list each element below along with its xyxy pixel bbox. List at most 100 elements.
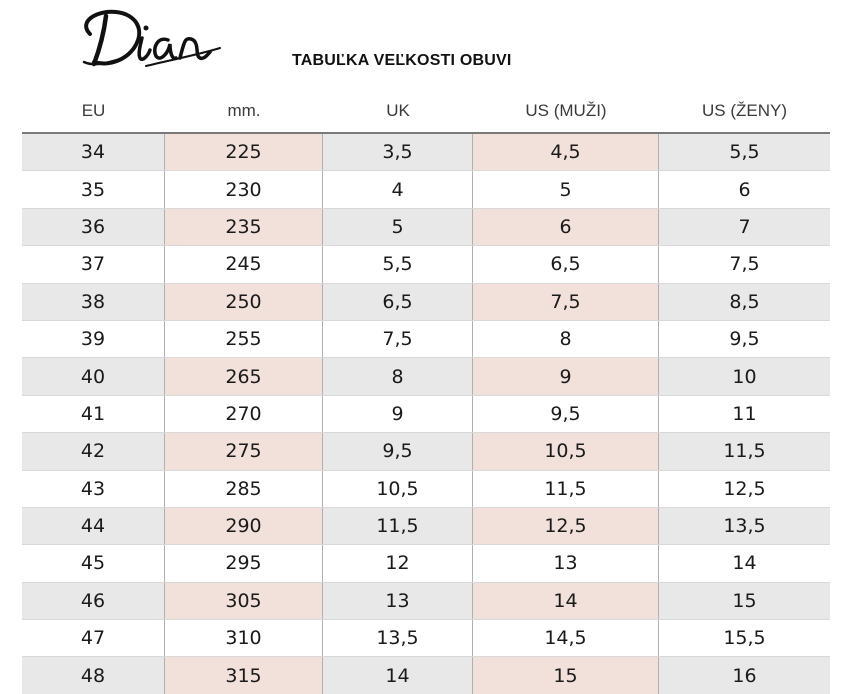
cell-eu: 34 [22,134,165,171]
cell-mm: 315 [165,657,323,694]
cell-us-women: 10 [732,365,757,388]
cell-us-women: 16 [732,664,757,687]
header-eu: EU [81,101,106,120]
cell-us-men: 13 [473,545,659,582]
cell-us-women: 15,5 [723,627,766,650]
table-row: 46 305 13 14 15 [22,581,830,620]
cell-us-men: 12,5 [473,507,659,545]
cell-us-women: 11,5 [723,440,766,463]
cell-mm: 270 [165,395,323,433]
cell-eu: 36 [22,208,165,246]
cell-mm: 245 [165,246,323,283]
dian-logo-icon [82,9,221,67]
cell-us-women: 12,5 [723,477,766,500]
cell-us-women: 14 [732,552,757,575]
cell-us-women: 13,5 [723,515,766,538]
table-header: EU mm. UK US (MUŽI) US (ŽENY) [22,90,830,132]
cell-us-men: 6,5 [473,246,659,283]
cell-mm: 235 [165,208,323,246]
cell-us-men: 4,5 [473,134,659,171]
cell-mm: 310 [165,620,323,657]
header-uk: UK [386,101,410,120]
cell-uk: 7,5 [323,320,473,358]
table-row: 37 245 5,5 6,5 7,5 [22,245,830,283]
cell-us-men: 8 [473,320,659,358]
cell-us-men: 10,5 [473,433,659,470]
cell-eu: 47 [22,620,165,657]
cell-uk: 4 [323,171,473,208]
cell-us-women: 15 [732,589,757,612]
cell-us-men: 15 [473,657,659,694]
cell-uk: 3,5 [323,134,473,171]
cell-mm: 230 [165,171,323,208]
cell-mm: 255 [165,320,323,358]
table-row: 38 250 6,5 7,5 8,5 [22,282,830,320]
brand-logo [76,4,226,76]
table-row: 48 315 14 15 16 [22,656,830,694]
cell-eu: 35 [22,171,165,208]
cell-uk: 5,5 [323,246,473,283]
cell-eu: 42 [22,433,165,470]
header-mm: mm. [227,101,261,120]
cell-us-women: 6 [738,178,751,201]
header-us-men: US (MUŽI) [525,101,607,120]
cell-us-women: 11 [732,402,757,425]
cell-eu: 44 [22,507,165,545]
cell-uk: 13,5 [323,620,473,657]
cell-eu: 45 [22,545,165,582]
table-row: 43 285 10,5 11,5 12,5 [22,469,830,507]
cell-eu: 40 [22,358,165,395]
size-table: EU mm. UK US (MUŽI) US (ŽENY) 34 225 3,5 4,… [22,90,830,694]
header-us-women: US (ŽENY) [702,101,787,120]
cell-us-men: 5 [473,171,659,208]
cell-mm: 275 [165,433,323,470]
table-row: 39 255 7,5 8 9,5 [22,319,830,358]
table-row: 44 290 11,5 12,5 13,5 [22,506,830,545]
cell-mm: 250 [165,283,323,320]
cell-mm: 285 [165,470,323,507]
cell-us-women: 5,5 [729,141,760,164]
cell-us-women: 7,5 [729,253,760,276]
cell-us-men: 9,5 [473,395,659,433]
table-row: 45 295 12 13 14 [22,544,830,582]
cell-eu: 46 [22,582,165,620]
cell-us-women: 7 [738,215,751,238]
cell-uk: 11,5 [323,507,473,545]
table-row: 36 235 5 6 7 [22,207,830,246]
cell-mm: 290 [165,507,323,545]
cell-mm: 305 [165,582,323,620]
cell-uk: 5 [323,208,473,246]
cell-mm: 265 [165,358,323,395]
cell-uk: 6,5 [323,283,473,320]
cell-us-men: 7,5 [473,283,659,320]
table-row: 34 225 3,5 4,5 5,5 [22,134,830,171]
cell-uk: 12 [323,545,473,582]
cell-us-men: 6 [473,208,659,246]
table-row: 41 270 9 9,5 11 [22,394,830,433]
table-row: 40 265 8 9 10 [22,357,830,395]
cell-uk: 9 [323,395,473,433]
header-divider [22,132,830,134]
page-title: TABUĽKA VEĽKOSTI OBUVI [292,52,512,69]
cell-eu: 37 [22,246,165,283]
cell-us-men: 14 [473,582,659,620]
cell-eu: 41 [22,395,165,433]
cell-mm: 225 [165,134,323,171]
cell-uk: 10,5 [323,470,473,507]
cell-eu: 39 [22,320,165,358]
table-body: 34 225 3,5 4,5 5,5 35 230 4 5 6 36 235 5 6 7 37 245 5,5 6,… [22,134,830,694]
cell-eu: 48 [22,657,165,694]
cell-uk: 8 [323,358,473,395]
table-row: 47 310 13,5 14,5 15,5 [22,619,830,657]
cell-eu: 43 [22,470,165,507]
cell-us-men: 9 [473,358,659,395]
cell-uk: 9,5 [323,433,473,470]
table-row: 42 275 9,5 10,5 11,5 [22,432,830,470]
cell-uk: 13 [323,582,473,620]
cell-us-women: 8,5 [729,290,760,313]
cell-uk: 14 [323,657,473,694]
cell-us-men: 14,5 [473,620,659,657]
table-row: 35 230 4 5 6 [22,170,830,208]
cell-eu: 38 [22,283,165,320]
cell-mm: 295 [165,545,323,582]
